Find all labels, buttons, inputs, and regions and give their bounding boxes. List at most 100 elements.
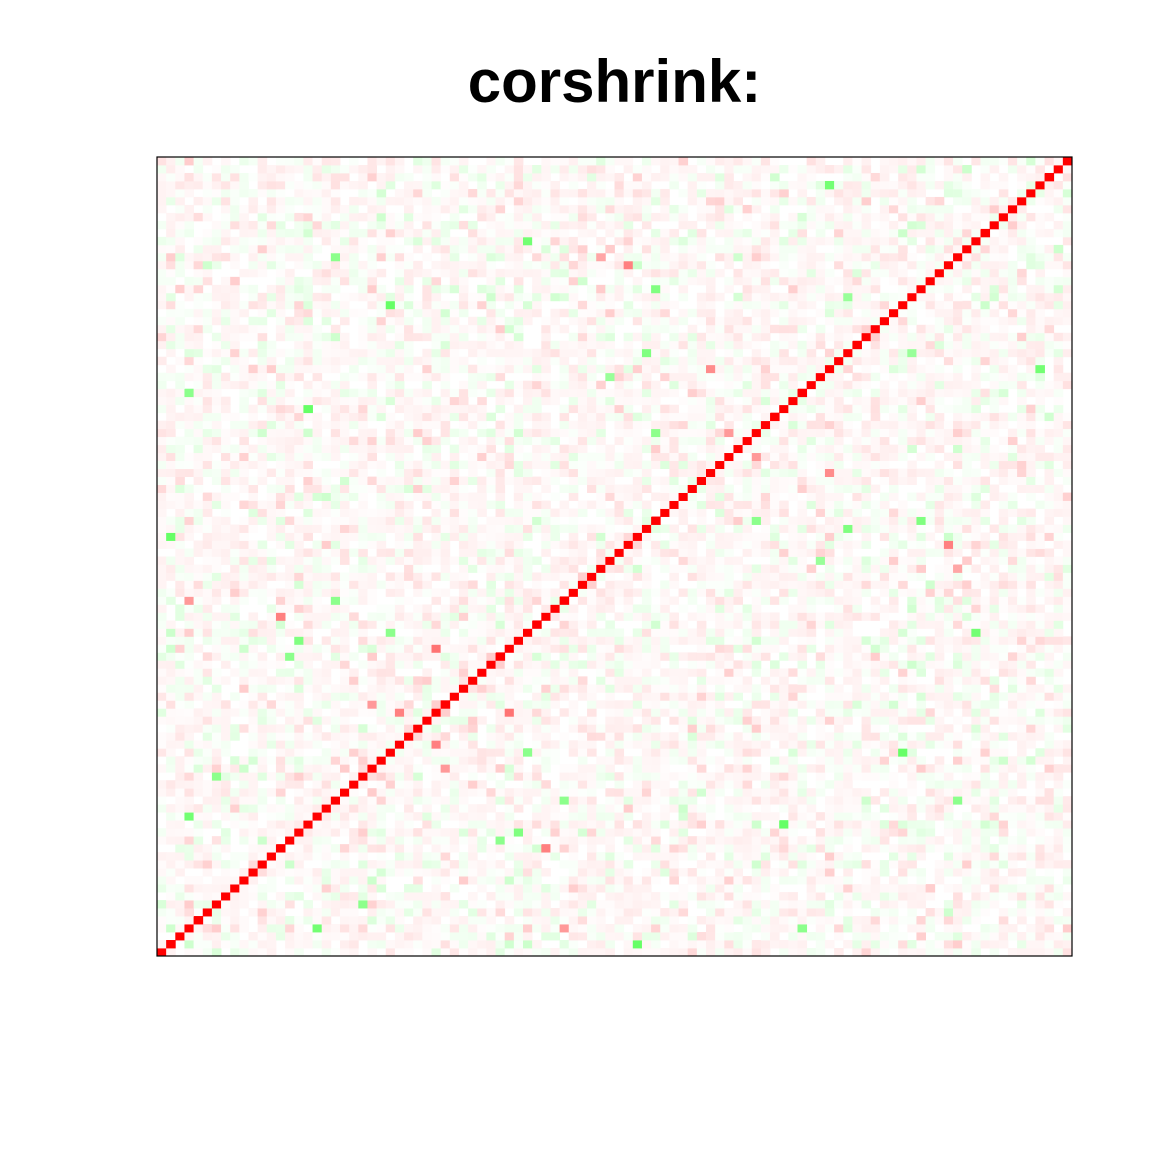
heatmap-cell <box>248 484 259 493</box>
heatmap-cell <box>257 868 268 877</box>
heatmap-cell <box>760 828 771 837</box>
heatmap-cell <box>303 764 313 773</box>
heatmap-cell <box>898 564 908 573</box>
heatmap-cell <box>605 540 615 549</box>
heatmap-cell <box>239 580 249 589</box>
heatmap-cell <box>303 604 313 613</box>
heatmap-cell <box>587 700 597 709</box>
heatmap-cell <box>477 828 487 837</box>
heatmap-cell <box>1017 820 1027 829</box>
heatmap-cell <box>477 628 487 637</box>
heatmap-cell <box>477 812 487 821</box>
heatmap-cell <box>532 820 542 829</box>
heatmap-cell <box>303 788 313 797</box>
heatmap-cell <box>294 556 304 565</box>
heatmap-cell <box>706 484 716 493</box>
heatmap-cell <box>239 644 249 653</box>
heatmap-cell <box>733 500 743 509</box>
heatmap-cell <box>486 756 496 765</box>
heatmap-cell <box>440 684 451 693</box>
heatmap-cell <box>449 508 460 517</box>
heatmap-cell <box>971 860 981 869</box>
heatmap-cell <box>815 700 826 709</box>
heatmap-cell <box>376 932 387 941</box>
heatmap-cell <box>431 572 442 581</box>
heatmap-cell <box>1007 860 1018 869</box>
heatmap-cell <box>532 900 542 909</box>
heatmap-cell <box>193 772 204 781</box>
heatmap-cell <box>623 876 634 885</box>
heatmap-cell <box>806 636 817 645</box>
heatmap-cell <box>184 596 194 605</box>
heatmap-cell <box>806 668 817 677</box>
heatmap-cell <box>614 716 625 725</box>
heatmap-cell <box>568 492 579 501</box>
heatmap-cell <box>211 492 222 501</box>
heatmap-cell <box>751 692 762 701</box>
heatmap-cell <box>266 564 277 573</box>
heatmap-cell <box>669 572 679 581</box>
heatmap-cell <box>1017 556 1027 565</box>
heatmap-cell <box>706 724 716 733</box>
heatmap-cell <box>523 716 533 725</box>
heatmap-cell <box>541 748 551 757</box>
heatmap-cell <box>953 604 963 613</box>
heatmap-cell <box>632 756 643 765</box>
heatmap-cell <box>797 772 808 781</box>
heatmap-cell <box>779 684 789 693</box>
heatmap-cell <box>934 916 945 925</box>
heatmap-cell <box>458 636 469 645</box>
heatmap-cell <box>696 524 707 533</box>
heatmap-cell <box>843 532 853 541</box>
heatmap-cell <box>175 916 185 925</box>
heatmap-cell <box>678 692 689 701</box>
heatmap-cell <box>687 532 698 541</box>
heatmap-cell <box>285 916 295 925</box>
heatmap-cell <box>495 788 506 797</box>
heatmap-cell <box>889 588 899 597</box>
heatmap-cell <box>1053 532 1064 541</box>
heatmap-cell <box>175 580 185 589</box>
heatmap-cell <box>266 548 277 557</box>
heatmap-cell <box>852 612 862 621</box>
heatmap-cell <box>687 508 698 517</box>
heatmap-cell <box>275 764 286 773</box>
heatmap-cell <box>733 764 743 773</box>
heatmap-cell <box>340 580 350 589</box>
heatmap-cell <box>266 572 277 581</box>
heatmap-cell <box>953 884 963 893</box>
heatmap-cell <box>779 868 789 877</box>
heatmap-cell <box>715 892 725 901</box>
heatmap-cell <box>486 892 496 901</box>
heatmap-cell <box>788 860 798 869</box>
heatmap-cell <box>422 860 432 869</box>
heatmap-cell <box>651 748 661 757</box>
heatmap-cell <box>889 508 899 517</box>
heatmap-cell <box>568 604 579 613</box>
heatmap-cell <box>1007 844 1018 853</box>
heatmap-cell <box>779 484 789 493</box>
heatmap-cell <box>916 716 926 725</box>
heatmap-cell <box>431 716 442 725</box>
heatmap-cell <box>852 852 862 861</box>
heatmap-cell <box>641 564 652 573</box>
heatmap-cell <box>175 556 185 565</box>
heatmap-cell <box>706 884 716 893</box>
heatmap-cell <box>596 508 606 517</box>
heatmap-cell <box>157 644 167 653</box>
chart-title: corshrink: <box>467 48 762 115</box>
heatmap-cell <box>843 908 853 917</box>
heatmap-cell <box>724 516 734 525</box>
heatmap-cell <box>532 676 542 685</box>
heatmap-cell <box>248 652 259 661</box>
heatmap-cell <box>413 828 423 837</box>
heatmap-cell <box>157 660 167 669</box>
heatmap-cell <box>321 756 332 765</box>
heatmap-cell <box>523 492 533 501</box>
heatmap-cell <box>660 676 670 685</box>
heatmap-cell <box>770 716 780 725</box>
heatmap-cell <box>797 604 808 613</box>
heatmap-cell <box>696 484 707 493</box>
heatmap-cell <box>742 700 753 709</box>
heatmap-cell <box>962 668 972 677</box>
